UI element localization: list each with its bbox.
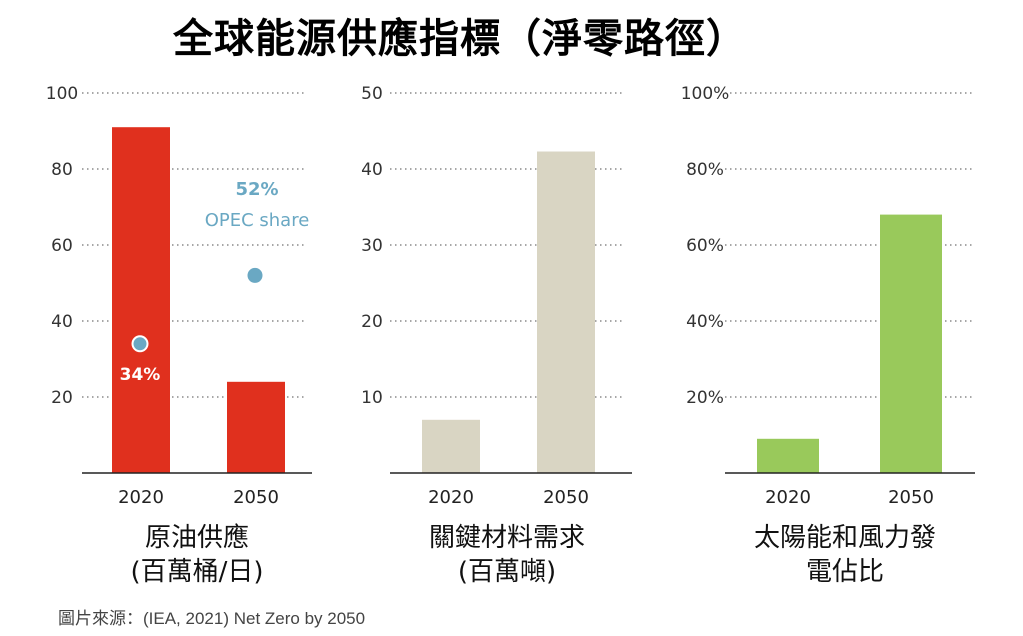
x-axis-label: 關鍵材料需求 [429, 523, 585, 553]
x-tick-label: 2020 [428, 487, 474, 508]
opec-share-point [131, 335, 149, 353]
bar [112, 127, 170, 473]
y-tick-label: 10 [361, 388, 383, 408]
y-tick-label: 60% [686, 236, 724, 256]
x-tick-label: 2050 [543, 487, 589, 508]
source-note: 圖片來源：(IEA, 2021) Net Zero by 2050 [58, 609, 366, 628]
panel-oil-supply: 20 40 60 80 100 2020 2050 原油供應 (百萬桶/日) 34% 52% OPEC… [46, 84, 312, 587]
y-tick-label: 20 [361, 312, 383, 332]
y-tick-label: 20% [686, 388, 724, 408]
x-axis-label: (百萬桶/日) [130, 557, 263, 587]
x-tick-label: 2050 [233, 487, 279, 508]
y-tick-label: 40 [361, 160, 383, 180]
y-tick-label: 100 [46, 84, 78, 104]
y-tick-label: 20 [51, 388, 73, 408]
bar [227, 381, 285, 473]
x-axis-label: 電佔比 [806, 557, 884, 587]
opec-share-point [247, 267, 263, 283]
bar [880, 214, 942, 473]
opec-share-value-label: 34% [120, 365, 161, 385]
y-tick-label: 40% [686, 312, 724, 332]
opec-share-series-label: OPEC share [205, 210, 310, 231]
y-tick-label: 60 [51, 236, 73, 256]
bar [757, 438, 819, 473]
opec-share-value-label: 52% [235, 179, 278, 200]
y-tick-label: 100% [681, 84, 730, 104]
x-tick-label: 2020 [118, 487, 164, 508]
y-tick-label: 40 [51, 312, 73, 332]
panel-critical-materials: 10 20 30 40 50 2020 2050 關鍵材料需求 (百萬噸) [361, 84, 632, 587]
x-axis-label: 原油供應 [145, 523, 249, 553]
x-tick-label: 2050 [888, 487, 934, 508]
bar [537, 151, 595, 473]
chart-title: 全球能源供應指標（淨零路徑） [173, 16, 747, 62]
x-axis-label: 太陽能和風力發 [754, 523, 936, 553]
x-axis-label: (百萬噸) [458, 557, 556, 587]
y-tick-label: 30 [361, 236, 383, 256]
y-tick-label: 80 [51, 160, 73, 180]
bar [422, 419, 480, 473]
y-tick-label: 50 [361, 84, 383, 104]
x-tick-label: 2020 [765, 487, 811, 508]
y-tick-label: 80% [686, 160, 724, 180]
